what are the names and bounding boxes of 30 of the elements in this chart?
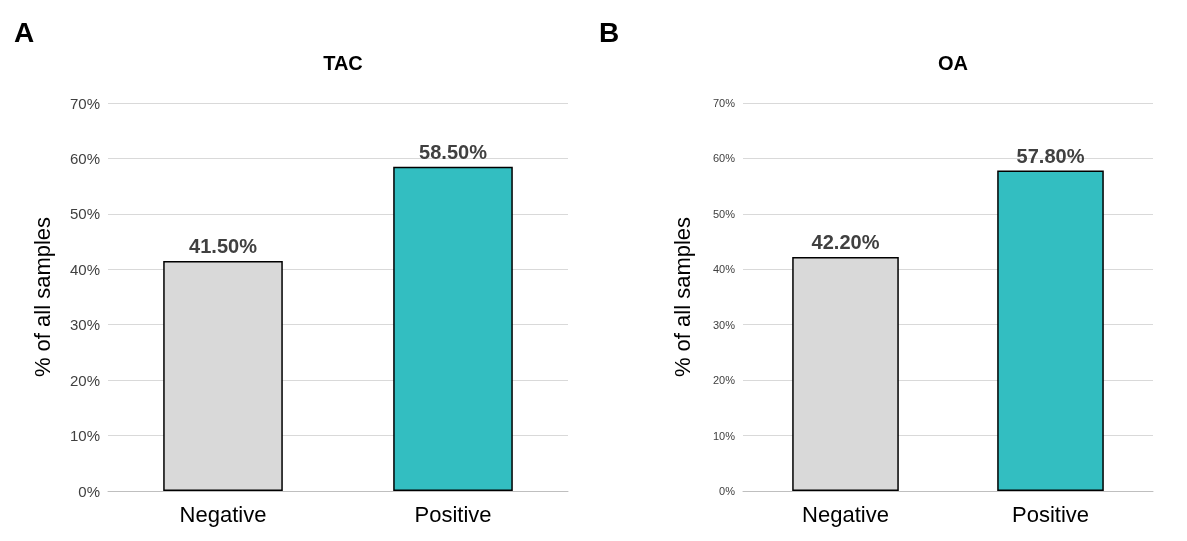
- chart-title: OA: [938, 52, 968, 74]
- y-tick-label: 50%: [69, 205, 100, 223]
- y-tick-label: 50%: [712, 207, 736, 220]
- data-label: 42.20%: [811, 231, 880, 254]
- y-tick-label: 70%: [712, 97, 736, 109]
- x-tick-label: Positive: [1011, 501, 1090, 527]
- y-tick-label: 40%: [712, 263, 736, 276]
- y-tick-label: 60%: [69, 149, 100, 167]
- y-tick-label: 20%: [69, 371, 100, 389]
- x-tick-label: Negative: [179, 501, 267, 527]
- data-label: 41.50%: [189, 234, 258, 257]
- y-tick-label: 30%: [69, 316, 100, 334]
- y-tick-label: 0%: [719, 485, 736, 497]
- x-tick-label: Negative: [802, 501, 889, 527]
- text: B: [599, 16, 620, 48]
- y-tick-label: 10%: [712, 429, 736, 442]
- y-tick-label: 10%: [69, 427, 100, 445]
- chart-title: TAC: [323, 52, 363, 74]
- data-label: 57.80%: [1016, 144, 1085, 167]
- data-label: 58.50%: [419, 140, 488, 163]
- x-tick-label: Positive: [414, 501, 492, 527]
- y-tick-label: 0%: [78, 482, 100, 500]
- text: A: [14, 16, 35, 48]
- y-tick-label: 70%: [69, 94, 100, 112]
- y-tick-label: 20%: [712, 374, 736, 387]
- y-tick-label: 60%: [712, 152, 736, 165]
- y-tick-label: 30%: [712, 318, 736, 331]
- y-tick-label: 40%: [69, 260, 100, 278]
- y-axis-title: % of all samples: [669, 216, 695, 378]
- y-axis-title: % of all samples: [29, 216, 55, 378]
